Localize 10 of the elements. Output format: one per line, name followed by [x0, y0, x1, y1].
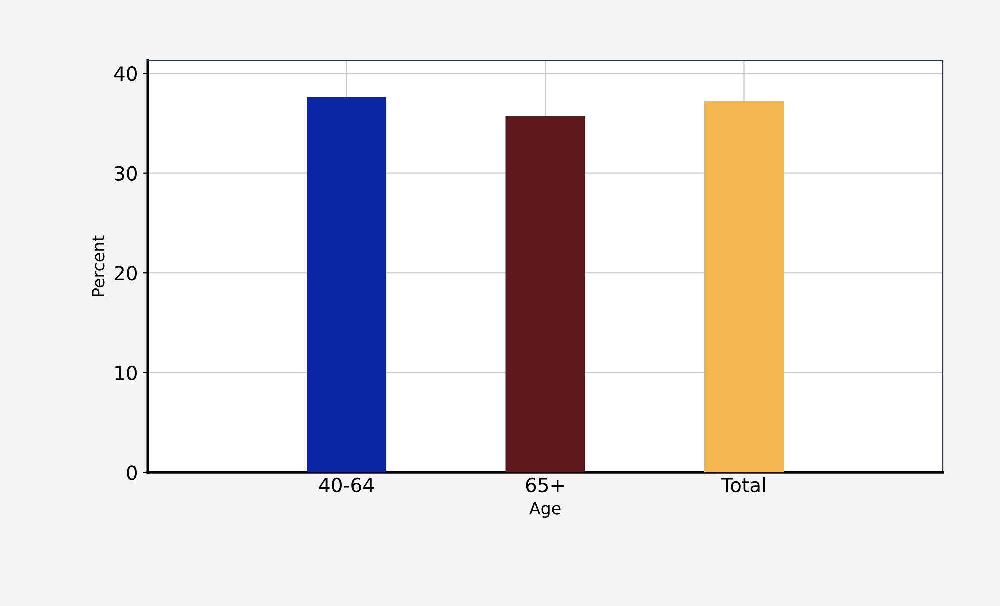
- y-tick-label: 20: [114, 266, 137, 281]
- y-tick-label: 40: [114, 66, 137, 82]
- y-tick-label: 10: [116, 366, 137, 381]
- y-axis-title: Percent: [92, 236, 105, 296]
- x-tick-label: Total: [721, 478, 766, 493]
- y-tick-label: 30: [115, 166, 137, 182]
- x-tick-label: 40-64: [319, 478, 374, 493]
- y-tick-label: 0: [127, 466, 137, 480]
- x-tick-label: 65+: [526, 478, 564, 493]
- x-axis-title: Age: [530, 502, 561, 518]
